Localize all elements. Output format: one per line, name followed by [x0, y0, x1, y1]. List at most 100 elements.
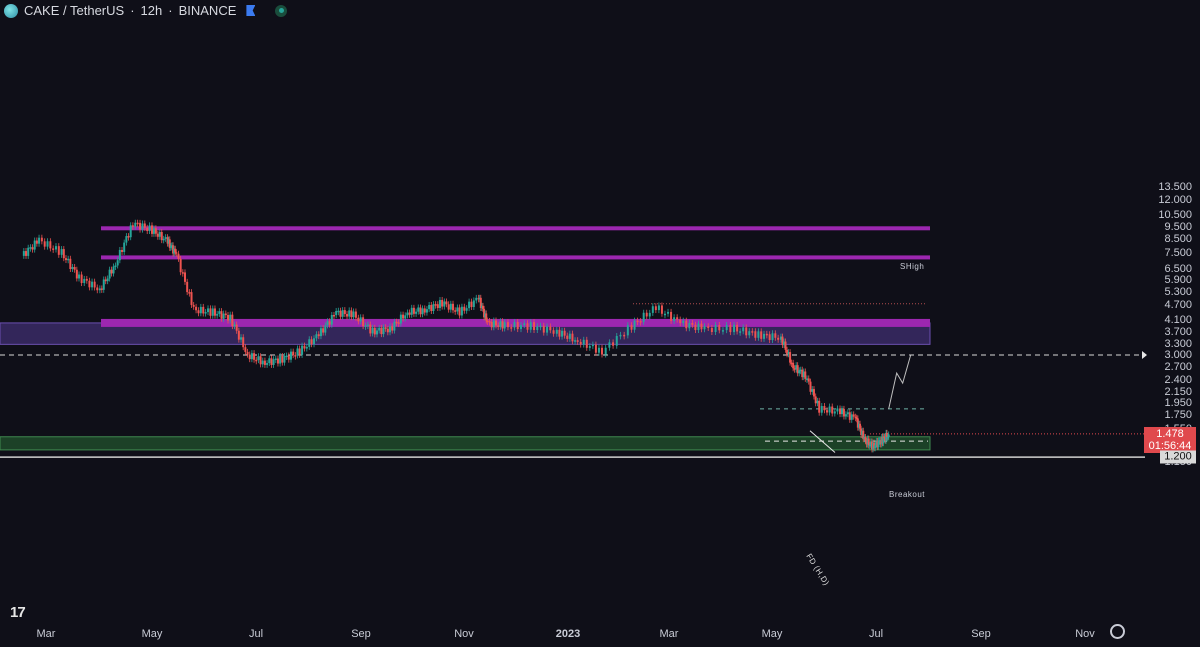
- price-tick: 2.400: [1164, 373, 1192, 386]
- candle-body: [289, 351, 292, 360]
- candle-body: [315, 334, 318, 339]
- candle-body: [384, 327, 387, 329]
- candle-body: [707, 326, 710, 328]
- candle-body: [259, 356, 262, 365]
- candle-body: [322, 328, 325, 333]
- candle-body: [419, 307, 422, 315]
- time-tick: Jul: [868, 628, 884, 640]
- candle-body: [114, 265, 117, 267]
- candle-body: [667, 311, 670, 314]
- candle-body: [844, 414, 847, 417]
- candle-body: [38, 237, 41, 244]
- candle-body: [477, 297, 480, 300]
- candle-body: [536, 326, 539, 330]
- candle-body: [348, 310, 351, 317]
- candle-body: [519, 325, 522, 330]
- candle-body: [651, 306, 654, 313]
- flag-icon[interactable]: [246, 5, 256, 16]
- projection-path: [888, 354, 912, 409]
- candle-body: [807, 378, 810, 382]
- candle-body: [447, 304, 450, 310]
- candle-body: [64, 258, 67, 261]
- candle-body: [375, 330, 378, 335]
- candle-body: [449, 303, 452, 310]
- price-tick: 1.950: [1164, 396, 1192, 409]
- candle-body: [242, 337, 245, 348]
- candle-body: [134, 222, 137, 227]
- candle-body: [359, 317, 362, 322]
- candle-body: [60, 249, 63, 255]
- candle-body: [158, 232, 161, 237]
- resistance-line: [101, 226, 930, 231]
- candle-body: [623, 334, 626, 337]
- candle-body: [296, 348, 299, 356]
- candle-body: [399, 314, 402, 324]
- symbol-legend[interactable]: CAKE / TetherUS · 12h · BINANCE: [4, 3, 288, 18]
- pattern-line: [809, 430, 836, 453]
- candle-body: [395, 321, 398, 324]
- swing-high-label: SHigh: [900, 262, 925, 271]
- time-tick: Mar: [659, 628, 679, 640]
- candle-body: [112, 266, 115, 274]
- candle-body: [802, 371, 805, 378]
- candle-body: [877, 440, 880, 448]
- candle-body: [792, 362, 795, 369]
- candle-body: [866, 438, 869, 445]
- candle-body: [742, 327, 745, 332]
- candle-body: [166, 237, 169, 244]
- price-chart[interactable]: [0, 0, 1145, 620]
- settings-gear-icon[interactable]: [1110, 624, 1125, 639]
- candle-body: [748, 331, 751, 336]
- candle-body: [98, 288, 101, 291]
- target-arrow-icon: [1142, 350, 1147, 359]
- candle-body: [261, 360, 264, 365]
- price-axis[interactable]: 13.500 12.000 10.500 9.500 8.500 7.500 6.500 5.…: [1142, 0, 1200, 620]
- candle-body: [870, 441, 873, 450]
- candle-body: [470, 301, 473, 308]
- candle-body: [495, 320, 498, 326]
- candle-body: [869, 441, 872, 445]
- candle-body: [272, 359, 275, 365]
- candle-body: [811, 389, 814, 392]
- candle-body: [809, 381, 812, 392]
- price-tick: 8.500: [1164, 232, 1192, 245]
- candle-body: [676, 317, 679, 320]
- candle-body: [102, 279, 105, 290]
- candle-body: [790, 362, 793, 365]
- candle-body: [343, 310, 346, 315]
- candle-body: [54, 246, 57, 250]
- candle-body: [248, 354, 251, 360]
- market-status-icon[interactable]: [275, 4, 288, 17]
- candle-body: [733, 324, 736, 333]
- candle-body: [546, 326, 549, 333]
- tradingview-logo-icon[interactable]: 17: [10, 604, 26, 620]
- candle-body: [52, 248, 55, 250]
- candle-body: [43, 241, 46, 247]
- candle-body: [235, 324, 238, 331]
- candle-body: [839, 408, 842, 415]
- candle-body: [88, 280, 91, 288]
- candle-body: [860, 428, 863, 435]
- candle-body: [751, 331, 754, 333]
- candle-body: [378, 327, 381, 331]
- candle-body: [875, 440, 878, 446]
- candle-body: [663, 313, 666, 316]
- candle-body: [779, 336, 782, 340]
- candle-body: [488, 321, 491, 323]
- candle-body: [141, 223, 144, 230]
- candle-body: [492, 320, 495, 328]
- candle-body: [417, 307, 420, 312]
- candle-body: [357, 317, 360, 322]
- candle-body: [423, 308, 426, 313]
- candle-body: [129, 225, 132, 238]
- time-axis[interactable]: Mar May Jul Sep Nov 2023 Mar May Jul Sep Nov: [0, 620, 1145, 647]
- candle-body: [173, 248, 176, 254]
- candle-body: [645, 312, 648, 317]
- candle-body: [846, 412, 849, 415]
- chart-pane[interactable]: CAKE / TetherUS · 12h · BINANCE SHigh Br…: [0, 0, 1145, 620]
- candle-body: [181, 272, 184, 274]
- candle-body: [110, 269, 113, 274]
- candle-body: [246, 351, 249, 355]
- candle-body: [253, 353, 256, 360]
- candle-body: [852, 414, 855, 417]
